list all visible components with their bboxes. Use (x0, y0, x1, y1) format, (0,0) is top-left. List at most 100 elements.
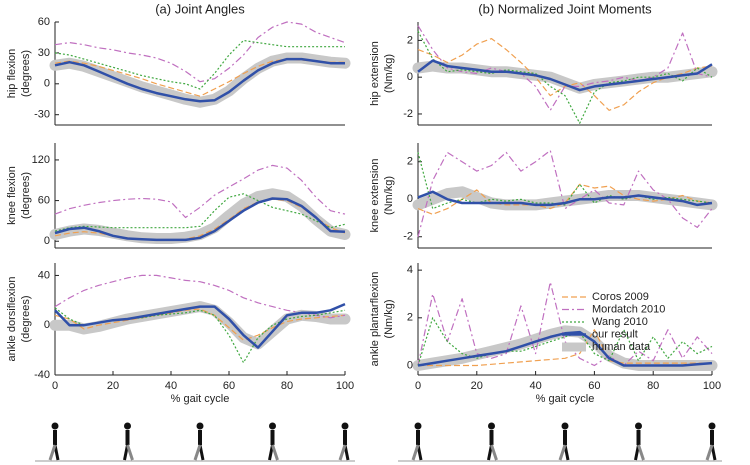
line (54, 193, 346, 232)
y-tick-label: 0 (44, 235, 50, 247)
y-tick-label: 0 (407, 359, 413, 371)
x-tick-label: 100 (336, 380, 354, 392)
walker (193, 422, 205, 461)
line (54, 308, 346, 341)
walker (48, 422, 60, 461)
x-label: % gait cycle (171, 393, 230, 405)
y-axis-label: knee extension (Nm/kg) (369, 159, 395, 233)
line (54, 302, 346, 349)
line (417, 149, 713, 237)
y-tick-label: 60 (38, 16, 50, 28)
walker-leg (490, 444, 498, 461)
line (54, 58, 345, 97)
walker-head (708, 422, 716, 430)
walker (338, 422, 350, 461)
y-axis-label: hip extension (Nm/kg) (369, 41, 395, 106)
y-tick-label: 2 (407, 34, 413, 46)
y-label: ankle dorsiflexion (6, 277, 18, 362)
y-tick-label: 4 (407, 264, 413, 276)
y-tick-label: 30 (38, 47, 50, 59)
legend-label: Wang 2010 (592, 316, 648, 328)
walker-leg (411, 444, 420, 461)
y-unit: (degrees) (20, 172, 32, 219)
line (417, 190, 713, 207)
walker-head (51, 422, 59, 430)
line (54, 197, 346, 242)
y-axis-label: ankle plantarflexion (Nm/kg) (369, 272, 395, 367)
y-tick-label: -30 (34, 109, 50, 121)
y-tick-label: 2 (407, 312, 413, 324)
walker-head (635, 422, 642, 430)
legend-label: Coros 2009 (592, 291, 649, 303)
y-axis-label: hip flexion (degrees) (6, 49, 32, 99)
panel-title: (b) Normalized Joint Moments (478, 1, 652, 16)
y-tick-label: 120 (32, 154, 50, 166)
walker-leg (637, 444, 645, 461)
y-tick-label: 0 (44, 319, 50, 331)
y-label: ankle plantarflexion (369, 272, 381, 367)
y-tick-label: 0 (44, 78, 50, 90)
walker-head (561, 422, 569, 430)
walker (487, 422, 498, 461)
y-label: knee flexion (6, 166, 18, 225)
y-tick-label: 2 (407, 156, 413, 168)
x-tick-label: 60 (223, 380, 235, 392)
y-unit: (Nm/kg) (383, 299, 395, 338)
y-label: hip flexion (6, 49, 18, 99)
line (417, 152, 713, 210)
y-tick-label: -40 (34, 369, 50, 381)
walker-leg (126, 444, 134, 461)
y-label: hip extension (369, 41, 381, 106)
y-label: knee extension (369, 159, 381, 233)
walker-leg (193, 444, 202, 461)
y-tick-label: -2 (403, 231, 413, 243)
line (54, 21, 346, 83)
walker-leg (558, 444, 567, 461)
legend-label: human data (592, 341, 651, 353)
legend-label: our result (592, 328, 638, 340)
y-unit: (Nm/kg) (383, 54, 395, 93)
line (54, 164, 346, 219)
x-tick-label: 20 (107, 380, 119, 392)
line (54, 198, 346, 241)
walker-leg (271, 444, 279, 461)
y-axis-label: ankle dorsiflexion (degrees) (6, 277, 32, 362)
y-axis-label: knee flexion (degrees) (6, 166, 32, 225)
y-unit: (degrees) (20, 295, 32, 342)
x-tick-label: 60 (588, 380, 600, 392)
walker-head (488, 422, 495, 430)
y-tick-label: -2 (403, 108, 413, 120)
walker (634, 422, 645, 461)
x-tick-label: 40 (165, 380, 177, 392)
x-tick-label: 100 (703, 380, 721, 392)
walker-leg (338, 444, 347, 461)
walker (558, 422, 570, 461)
y-tick-label: 0 (407, 71, 413, 83)
walker (268, 422, 279, 461)
walker (705, 422, 717, 461)
line (417, 25, 713, 111)
legend-label: Mordatch 2010 (592, 303, 665, 315)
line (54, 307, 346, 364)
y-tick-label: 60 (38, 194, 50, 206)
walker-head (414, 422, 422, 430)
line (417, 59, 713, 92)
line (54, 39, 345, 90)
walker-head (269, 422, 276, 430)
x-tick-label: 0 (52, 380, 58, 392)
y-tick-label: 0 (407, 193, 413, 205)
walker-head (341, 422, 349, 430)
y-unit: (Nm/kg) (383, 176, 395, 215)
line (417, 30, 713, 124)
y-unit: (degrees) (20, 50, 32, 97)
walker (411, 422, 423, 461)
walker (123, 422, 134, 461)
walker-leg (705, 444, 714, 461)
walker-head (196, 422, 204, 430)
walker-head (124, 422, 131, 430)
x-tick-label: 20 (471, 380, 483, 392)
panel-title: (a) Joint Angles (155, 1, 245, 16)
x-tick-label: 80 (647, 380, 659, 392)
line (54, 57, 345, 103)
